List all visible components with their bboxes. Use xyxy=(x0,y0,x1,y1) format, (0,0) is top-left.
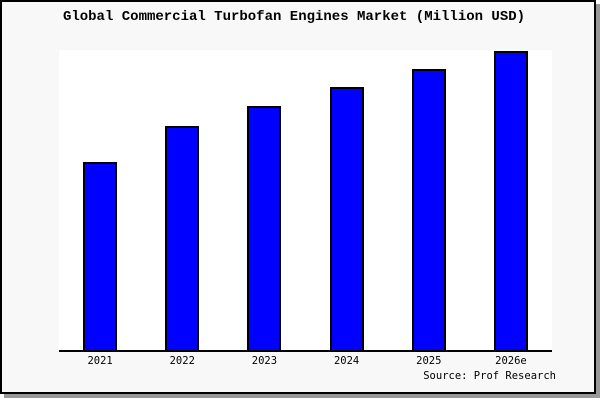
plot-area xyxy=(59,50,552,352)
chart-card: Global Commercial Turbofan Engines Marke… xyxy=(0,0,596,394)
x-tick-2025: 2025 xyxy=(416,355,442,367)
chart-title: Global Commercial Turbofan Engines Marke… xyxy=(62,9,526,25)
bar-slot-2024 xyxy=(306,50,388,350)
x-tick-2023: 2023 xyxy=(251,355,278,367)
bar-slot-2023 xyxy=(223,50,305,350)
bar-2023 xyxy=(247,106,282,350)
bar-2021 xyxy=(83,162,118,350)
bar-slot-2025 xyxy=(388,50,470,350)
x-tick-2024: 2024 xyxy=(333,355,360,367)
bar-slot-2022 xyxy=(141,50,223,350)
x-tick-2026e: 2026e xyxy=(495,355,527,367)
bar-slot-2026e xyxy=(470,50,552,350)
bar-2025 xyxy=(411,69,446,350)
bar-slot-2021 xyxy=(59,50,141,350)
x-tick-2022: 2022 xyxy=(169,355,195,367)
x-axis-labels: 2021 2022 2023 2024 2025 2026e xyxy=(59,354,552,368)
bar-2022 xyxy=(165,126,200,350)
bar-series xyxy=(59,50,552,350)
source-note: Source: Prof Research xyxy=(423,370,556,382)
x-tick-2021: 2021 xyxy=(87,355,113,367)
bar-2024 xyxy=(329,87,364,350)
bar-2026e xyxy=(493,51,528,350)
